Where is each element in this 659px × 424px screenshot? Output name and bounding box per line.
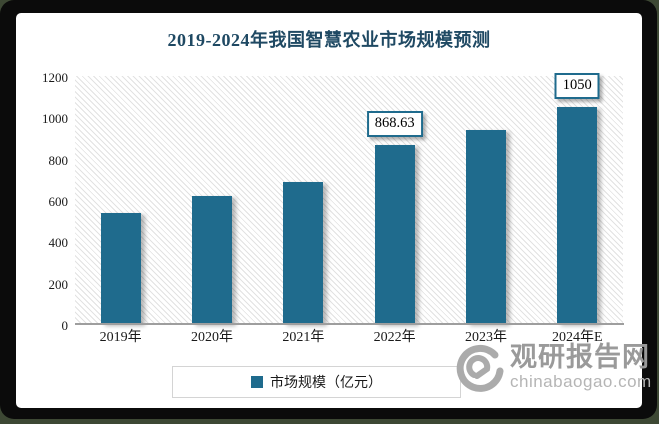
y-tick-label: 200 [48, 276, 69, 292]
chart-panel: 2019-2024年我国智慧农业市场规模预测 868.63 1050 0 200 40… [16, 13, 651, 408]
bar-2020年 [192, 195, 232, 324]
watermark-domain: chinabaogao.com [510, 372, 652, 391]
y-tick-label: 0 [61, 318, 69, 333]
watermark: 观研报告网 chinabaogao.com [454, 344, 652, 399]
y-tick-label: 600 [48, 194, 69, 209]
bar-2023年 [466, 129, 506, 324]
x-axis-line [75, 323, 624, 325]
x-tick-label: 2023年 [464, 330, 507, 345]
bar-2021年 [283, 182, 324, 324]
chart-title: 2019-2024年我国智慧农业市场规模预测 [167, 30, 491, 50]
legend-series-label: 市场规模（亿元） [270, 374, 382, 390]
watermark-name: 观研报告网 [510, 342, 650, 372]
y-tick-label: 1000 [42, 111, 68, 127]
bar-2024年E [557, 107, 598, 324]
legend: 市场规模（亿元） [172, 366, 461, 398]
bar-2019年 [100, 213, 141, 324]
x-tick-label: 2019年 [99, 330, 142, 345]
y-tick-label: 1200 [42, 70, 68, 85]
legend-square-swatch-icon [251, 376, 263, 388]
swirl-logo-icon [454, 344, 506, 399]
x-tick-label: 2020年 [190, 330, 233, 345]
y-tick-label: 400 [48, 235, 69, 251]
plot-area: 868.63 1050 [75, 73, 623, 324]
x-tick-label: 2022年 [373, 330, 416, 345]
bar-2022年 [374, 144, 415, 324]
x-tick-label: 2021年 [282, 330, 325, 345]
data-label-callout: 1050 [554, 73, 600, 99]
data-label-callout: 868.63 [366, 110, 423, 137]
y-tick-label: 800 [48, 152, 69, 168]
x-tick-label: 2024年E [552, 330, 603, 345]
